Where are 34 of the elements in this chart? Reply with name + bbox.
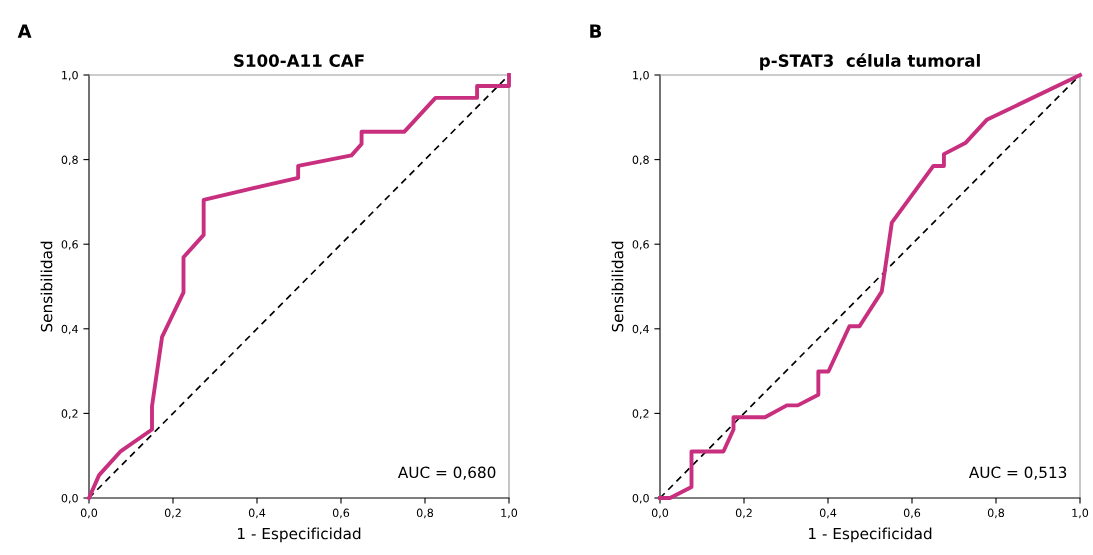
x-tick-label: 0,8 [987,508,1005,519]
y-tick-label: 0,8 [632,155,649,166]
x-tick-label: 0,0 [651,508,669,519]
x-tick-label: 0,2 [735,508,752,519]
x-tick-label: 0,6 [903,508,921,519]
y-axis-title: Sensibilidad [611,241,624,332]
x-tick-label: 0,2 [164,508,181,519]
y-tick-label: 0,8 [61,155,78,166]
y-tick-label: 0,0 [632,493,649,504]
x-axis-title: 1 - Especificidad [809,527,932,543]
y-tick-label: 0,6 [632,240,649,250]
x-tick-label: 0,0 [80,508,98,519]
text: B [590,24,602,38]
x-tick-label: 0,4 [819,508,837,519]
text: A [17,24,32,38]
y-axis-title: Sensibilidad [40,241,53,332]
y-tick-label: 1,0 [62,70,78,81]
x-tick-label: 0,6 [332,508,350,519]
y-tick-label: 0,2 [632,409,649,419]
y-tick-label: 1,0 [633,70,649,81]
y-tick-label: 0,6 [61,240,78,250]
y-tick-label: 0,2 [61,409,78,419]
annotation: AUC = 0,513 [968,466,1067,480]
x-axis-title: 1 - Especificidad [238,527,361,543]
x-tick-label: 0,8 [416,508,434,519]
x-tick-label: 0,4 [248,508,266,519]
x-tick-label: 1,0 [1072,508,1089,519]
chart-title: S100-A11 CAF [234,54,364,67]
chart-title: p-STAT3 célula tumoral [760,53,980,71]
annotation: AUC = 0,680 [397,466,496,480]
x-tick-label: 1,0 [501,508,518,519]
y-tick-label: 0,0 [61,493,78,504]
y-tick-label: 0,4 [632,324,649,335]
y-tick-label: 0,4 [61,324,78,335]
